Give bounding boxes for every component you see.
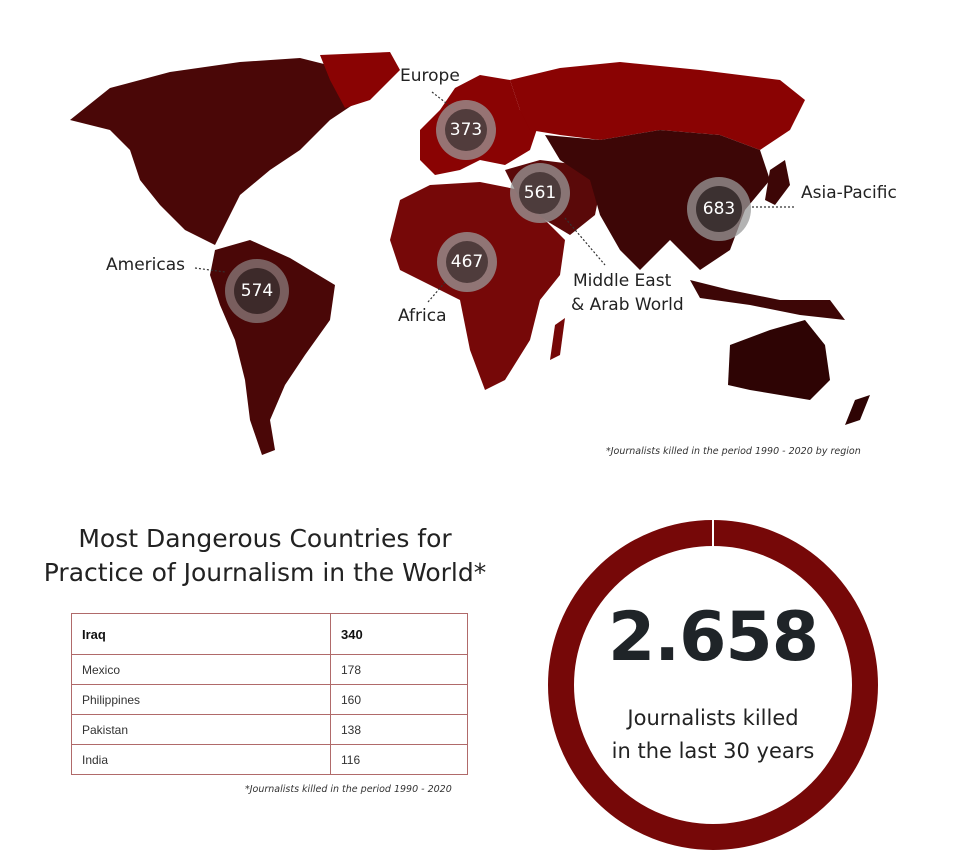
value-middle-east: 561 bbox=[523, 183, 557, 203]
total-ring bbox=[548, 520, 878, 850]
total-label: Journalists killed in the last 30 years bbox=[548, 702, 878, 768]
table-row: India 116 bbox=[71, 744, 468, 775]
australia-shape bbox=[728, 320, 830, 400]
table-title-line1: Most Dangerous Countries for bbox=[78, 524, 452, 553]
count-cell: 160 bbox=[330, 684, 468, 715]
region-bubbles bbox=[225, 100, 751, 323]
value-americas: 574 bbox=[240, 281, 274, 301]
count-cell: 138 bbox=[330, 714, 468, 745]
middle-east-leader bbox=[564, 217, 606, 266]
table-footnote: *Journalists killed in the period 1990 -… bbox=[245, 784, 452, 795]
japan-shape bbox=[765, 160, 790, 205]
madagascar-shape bbox=[550, 318, 565, 360]
table-row: Pakistan 138 bbox=[71, 714, 468, 745]
country-cell: Philippines bbox=[71, 684, 331, 715]
label-africa: Africa bbox=[398, 306, 447, 326]
table-row: Philippines 160 bbox=[71, 684, 468, 715]
label-asia-pacific: Asia-Pacific bbox=[801, 183, 897, 203]
americas-leader bbox=[194, 267, 226, 273]
country-cell: Pakistan bbox=[71, 714, 331, 745]
value-asia-pacific: 683 bbox=[702, 199, 736, 219]
countries-table: Iraq 340 Mexico 178 Philippines 160 Pakista… bbox=[71, 613, 468, 775]
label-europe: Europe bbox=[400, 66, 460, 86]
country-cell: Iraq bbox=[71, 613, 331, 655]
total-label-line2: in the last 30 years bbox=[611, 739, 815, 763]
count-cell: 340 bbox=[330, 613, 468, 655]
count-cell: 178 bbox=[330, 654, 468, 685]
label-middle-east-2: & Arab World bbox=[571, 295, 684, 315]
total-value: 2.658 bbox=[607, 598, 819, 677]
country-cell: India bbox=[71, 744, 331, 775]
north-america-shape bbox=[70, 58, 372, 245]
count-cell: 116 bbox=[330, 744, 468, 775]
southeast-asia-shape bbox=[690, 280, 845, 320]
ring-arc bbox=[548, 520, 878, 850]
total-label-line1: Journalists killed bbox=[627, 706, 799, 730]
label-americas: Americas bbox=[106, 255, 185, 275]
table-title-line2: Practice of Journalism in the World* bbox=[43, 558, 487, 587]
map-footnote: *Journalists killed in the period 1990 -… bbox=[606, 446, 861, 457]
africa-leader bbox=[427, 279, 448, 303]
value-africa: 467 bbox=[450, 252, 484, 272]
table-title: Most Dangerous Countries for Practice of… bbox=[30, 522, 500, 590]
country-cell: Mexico bbox=[71, 654, 331, 685]
value-europe: 373 bbox=[449, 120, 483, 140]
table-row: Mexico 178 bbox=[71, 654, 468, 685]
new-zealand-shape bbox=[845, 395, 870, 425]
greenland-shape bbox=[320, 52, 400, 108]
russia-shape bbox=[510, 62, 805, 150]
table-row: Iraq 340 bbox=[71, 613, 468, 655]
world-map bbox=[70, 52, 870, 455]
label-middle-east-1: Middle East bbox=[573, 271, 672, 291]
